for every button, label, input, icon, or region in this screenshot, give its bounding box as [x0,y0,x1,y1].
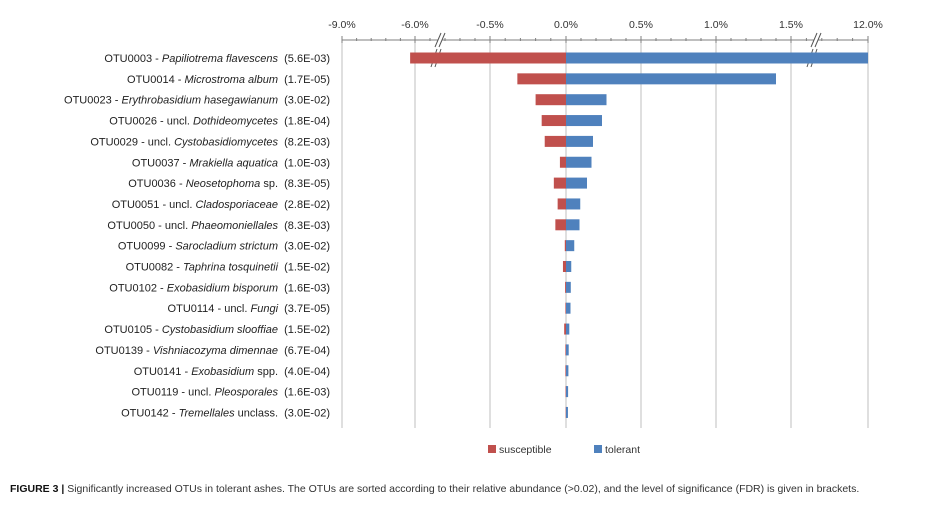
x-tick-label: -9.0% [328,19,355,31]
bars [410,52,868,418]
category-label: OTU0003 - Papiliotrema flavescens (5.6E-… [104,53,330,65]
bar-susceptible [541,115,566,127]
bar-tolerant [566,94,607,106]
bar-tolerant [566,406,568,418]
x-tick-label: 0.0% [554,19,578,31]
figure-caption: FIGURE 3 | Significantly increased OTUs … [10,482,935,496]
bar-tolerant [566,73,776,85]
bar-tolerant [566,219,580,231]
bar-susceptible [562,261,566,272]
category-label: OTU0102 - Exobasidium bisporum (1.6E-03) [109,282,330,294]
bar-susceptible [557,198,566,210]
bar-tolerant [566,344,569,356]
legend: susceptible tolerant [488,444,640,456]
x-tick-label: 12.0% [853,19,883,31]
x-tick-label: 1.5% [779,19,803,31]
legend-label-tolerant: tolerant [605,444,640,456]
category-label: OTU0099 - Sarocladium strictum (3.0E-02) [118,241,330,253]
category-label: OTU0139 - Vishniacozyma dimennae (6.7E-0… [95,345,330,357]
bar-tolerant [566,177,587,189]
bar-tolerant [566,323,570,335]
x-tick-label: 0.5% [629,19,653,31]
figure-caption-text: Significantly increased OTUs in tolerant… [64,483,860,495]
figure-label: FIGURE 3 | [10,483,65,495]
category-label: OTU0142 - Tremellales unclass. (3.0E-02) [121,407,330,419]
category-label: OTU0014 - Microstroma album (1.7E-05) [127,74,330,86]
category-label: OTU0037 - Mrakiella aquatica (1.0E-03) [132,157,330,169]
bar-susceptible [559,156,566,168]
bar-susceptible [565,365,567,377]
bar-susceptible [565,302,567,314]
bar-tolerant [566,302,571,314]
bar-tolerant [566,135,593,147]
category-label: OTU0141 - Exobasidium spp. (4.0E-04) [134,366,330,378]
bar-susceptible [564,240,566,252]
bar-tolerant [566,386,569,398]
bar-chart: -9.0% -6.0% -0.5% 0.0% 0.5% 1.0% 1.5% 12.0% OTU… [64,19,883,456]
category-label: OTU0036 - Neosetophoma sp. (8.3E-05) [128,178,330,190]
bar-tolerant [566,115,602,127]
category-label: OTU0105 - Cystobasidium slooffiae (1.5E-… [104,324,330,336]
bar-susceptible [517,73,566,85]
bar-tolerant [566,240,575,252]
axis-break-marker [810,32,822,48]
bar-tolerant [566,52,868,64]
category-label: OTU0082 - Taphrina tosquinetii (1.5E-02) [126,262,330,274]
bar-tolerant [566,281,571,293]
bar-tolerant [566,156,592,168]
bar-susceptible [535,94,566,106]
category-label: OTU0119 - uncl. Pleosporales (1.6E-03) [131,387,330,399]
x-tick-label: -6.0% [401,19,428,31]
legend-swatch-susceptible [488,445,496,453]
bar-susceptible [564,323,566,335]
category-label: OTU0051 - uncl. Cladosporiaceae (2.8E-02… [112,199,330,211]
x-tick-label: 1.0% [704,19,728,31]
bar-susceptible [410,52,566,64]
bar-susceptible [565,281,567,293]
bar-susceptible [555,219,566,231]
category-label: OTU0114 - uncl. Fungi (3.7E-05) [168,303,330,315]
x-tick-label: -0.5% [476,19,503,31]
category-labels: OTU0003 - Papiliotrema flavescens (5.6E-… [64,53,330,419]
x-axis: -9.0% -6.0% -0.5% 0.0% 0.5% 1.0% 1.5% 12.0% [328,19,883,68]
legend-swatch-tolerant [594,445,602,453]
category-label: OTU0023 - Erythrobasidium hasegawianum (… [64,95,330,107]
bar-tolerant [566,198,581,210]
category-label: OTU0026 - uncl. Dothideomycetes (1.8E-04… [109,116,330,128]
axis-break-marker [434,32,446,48]
bar-tolerant [566,261,572,272]
bar-susceptible [565,344,567,356]
legend-label-susceptible: susceptible [499,444,552,456]
bar-susceptible [553,177,566,189]
category-label: OTU0050 - uncl. Phaeomoniellales (8.3E-0… [107,220,330,232]
category-label: OTU0029 - uncl. Cystobasidiomycetes (8.2… [90,136,330,148]
bar-tolerant [566,365,569,377]
bar-susceptible [544,135,566,147]
